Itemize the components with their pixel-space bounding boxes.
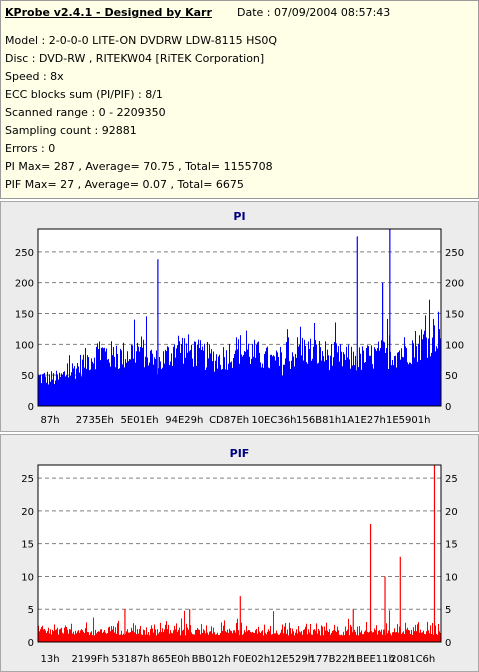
pif-y-tick-left: 0 — [28, 638, 34, 649]
pif-y-tick-left: 20 — [21, 507, 34, 518]
pif-x-tick: BB012h — [192, 654, 231, 665]
pif-y-tick-left: 5 — [28, 605, 34, 616]
pi-y-tick-left: 150 — [15, 309, 34, 320]
pi-y-tick-right: 0 — [445, 402, 451, 413]
pif-y-tick-right: 10 — [445, 572, 458, 583]
pif-x-tick: 865E0h — [152, 654, 190, 665]
info-pif-stats: PIF Max= 27 , Average= 0.07 , Total= 667… — [5, 178, 244, 191]
info-lines: Model : 2-0-0-0 LITE-ON DVDRW LDW-8115 H… — [5, 35, 277, 197]
info-sampling-count: Sampling count : 92881 — [5, 124, 137, 137]
pif-chart: PIF 0 0 5 5 10 10 15 15 20 20 25 25 13h 2199Fh 53187h 86… — [21, 447, 458, 665]
pi-y-tick-right: 250 — [445, 248, 464, 259]
pif-x-tick: 2199Fh — [72, 654, 110, 665]
info-scanned-range: Scanned range : 0 - 2209350 — [5, 106, 166, 119]
pif-x-tick: 53187h — [112, 654, 150, 665]
pif-y-tick-left: 15 — [21, 540, 34, 551]
pif-y-tick-right: 25 — [445, 474, 458, 485]
pi-chart-title: PI — [233, 210, 245, 223]
pi-x-tick: 1A1E27h — [341, 415, 386, 426]
pi-y-tick-right: 150 — [445, 309, 464, 320]
pif-x-tick: 13h — [40, 654, 59, 665]
pif-y-tick-right: 5 — [445, 605, 451, 616]
pif-x-tick: 177B22h — [310, 654, 355, 665]
app-title: KProbe v2.4.1 - Designed by Karr — [5, 6, 212, 19]
pif-y-tick-left: 10 — [21, 572, 34, 583]
pi-y-tick-left: 50 — [21, 371, 34, 382]
pif-plot-area — [38, 465, 441, 642]
pi-y-tick-left: 100 — [15, 340, 34, 351]
pif-plot-border — [37, 464, 442, 643]
info-model: Model : 2-0-0-0 LITE-ON DVDRW LDW-8115 H… — [5, 34, 278, 47]
info-panel: KProbe v2.4.1 - Designed by Karr Date : … — [0, 0, 479, 199]
pi-x-tick: 156B81h — [296, 415, 341, 426]
pi-y-tick-right: 50 — [445, 371, 458, 382]
info-pi-stats: PI Max= 287 , Average= 70.75 , Total= 11… — [5, 160, 273, 173]
pi-plot-border — [37, 228, 442, 407]
info-ecc-blocks: ECC blocks sum (PI/PIF) : 8/1 — [5, 88, 163, 101]
pi-x-tick: 2735Eh — [76, 415, 114, 426]
pif-y-tick-left: 25 — [21, 474, 34, 485]
pi-y-tick-left: 0 — [28, 402, 34, 413]
info-disc: Disc : DVD-RW , RITEKW04 [RiTEK Corporat… — [5, 52, 265, 65]
pif-chart-panel: PIF 0 0 5 5 10 10 15 15 20 20 25 25 13h 2199Fh 53187h 86… — [0, 434, 479, 672]
pi-y-tick-left: 250 — [15, 248, 34, 259]
info-speed: Speed : 8x — [5, 70, 64, 83]
pif-y-tick-right: 20 — [445, 507, 458, 518]
pif-x-tick: 1BEE11h — [350, 654, 395, 665]
pi-x-tick: 1E5901h — [386, 415, 430, 426]
pif-x-tick: 2081C6h — [390, 654, 435, 665]
pif-y-tick-right: 0 — [445, 638, 451, 649]
pi-x-tick: 94E29h — [165, 415, 203, 426]
pi-y-tick-left: 200 — [15, 279, 34, 290]
pif-x-tick: F0E02h — [233, 654, 271, 665]
pi-x-tick: 5E01Eh — [121, 415, 159, 426]
scan-date: Date : 07/09/2004 08:57:43 — [237, 6, 391, 19]
pi-y-tick-right: 100 — [445, 340, 464, 351]
info-errors: Errors : 0 — [5, 142, 56, 155]
pif-chart-title: PIF — [230, 447, 250, 460]
pi-x-tick: 87h — [40, 415, 59, 426]
pi-y-tick-right: 200 — [445, 279, 464, 290]
pif-y-tick-right: 15 — [445, 540, 458, 551]
pi-x-tick: 10EC36h — [251, 415, 296, 426]
pi-x-tick: CD87Eh — [209, 415, 249, 426]
pif-x-tick: 12E529h — [270, 654, 314, 665]
pi-chart-panel: PI 0 0 50 50 100 100 150 150 200 200 250 250 87h 2735E… — [0, 201, 479, 432]
pi-chart: PI 0 0 50 50 100 100 150 150 200 200 250 250 87h 2735E… — [15, 210, 464, 426]
